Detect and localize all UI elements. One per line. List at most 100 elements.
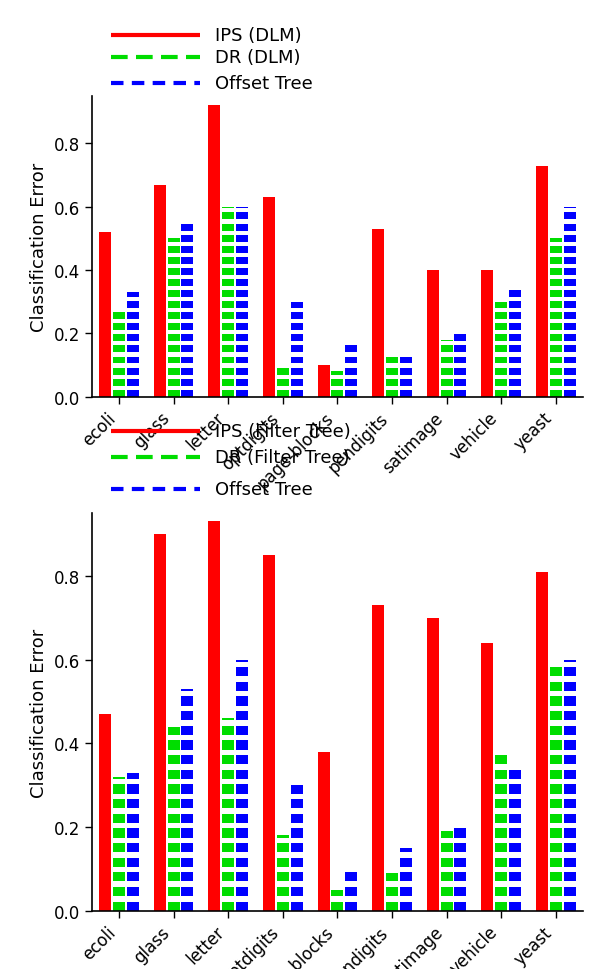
Bar: [113, 379, 125, 387]
Bar: [291, 358, 303, 364]
Bar: [455, 887, 466, 896]
Bar: [318, 752, 330, 911]
Bar: [509, 313, 521, 320]
Bar: [222, 887, 234, 896]
Bar: [168, 799, 179, 808]
Bar: [455, 391, 466, 397]
Bar: [222, 225, 234, 232]
Bar: [113, 777, 125, 779]
Bar: [564, 785, 575, 794]
Bar: [222, 379, 234, 387]
Bar: [182, 887, 194, 896]
Bar: [345, 872, 357, 882]
Bar: [496, 358, 507, 364]
Bar: [496, 335, 507, 342]
Text: IPS (Filter Tree): IPS (Filter Tree): [215, 422, 350, 441]
Bar: [550, 711, 562, 721]
Bar: [386, 873, 398, 882]
Text: Offset Tree: Offset Tree: [215, 75, 313, 93]
Bar: [277, 902, 289, 911]
Bar: [291, 346, 303, 353]
Bar: [291, 858, 303, 867]
Bar: [291, 379, 303, 387]
Bar: [496, 785, 507, 794]
Bar: [182, 689, 194, 691]
Bar: [127, 358, 139, 364]
Bar: [386, 902, 398, 911]
Bar: [400, 379, 412, 387]
Bar: [236, 682, 248, 691]
Bar: [291, 324, 303, 330]
Bar: [182, 755, 194, 765]
Bar: [263, 555, 275, 911]
Text: IPS (DLM): IPS (DLM): [215, 27, 301, 46]
Bar: [550, 682, 562, 691]
Bar: [564, 711, 575, 721]
Bar: [386, 368, 398, 375]
Bar: [182, 711, 194, 721]
Bar: [236, 660, 248, 662]
Bar: [222, 740, 234, 750]
Bar: [236, 887, 248, 896]
Bar: [564, 814, 575, 823]
Bar: [550, 368, 562, 375]
Bar: [127, 391, 139, 397]
Bar: [291, 302, 303, 309]
Bar: [400, 887, 412, 896]
Bar: [236, 828, 248, 837]
Bar: [168, 755, 179, 765]
Bar: [509, 814, 521, 823]
Bar: [222, 213, 234, 220]
Bar: [564, 379, 575, 387]
Bar: [236, 814, 248, 823]
Bar: [550, 313, 562, 320]
Bar: [182, 814, 194, 823]
Bar: [550, 246, 562, 254]
Bar: [455, 843, 466, 853]
Bar: [168, 858, 179, 867]
Bar: [222, 346, 234, 353]
Bar: [168, 828, 179, 837]
Bar: [127, 346, 139, 353]
Bar: [113, 324, 125, 330]
Bar: [509, 358, 521, 364]
Bar: [182, 258, 194, 265]
Bar: [236, 291, 248, 297]
Bar: [263, 198, 275, 397]
Bar: [291, 335, 303, 342]
Bar: [236, 358, 248, 364]
Bar: [236, 335, 248, 342]
Bar: [277, 391, 289, 397]
Bar: [182, 291, 194, 297]
Bar: [345, 887, 357, 896]
Bar: [113, 346, 125, 353]
Bar: [550, 770, 562, 779]
Bar: [236, 697, 248, 706]
Bar: [564, 902, 575, 911]
Bar: [455, 346, 466, 353]
Bar: [291, 902, 303, 911]
Bar: [127, 785, 139, 794]
Bar: [291, 799, 303, 808]
Bar: [564, 682, 575, 691]
Bar: [509, 785, 521, 794]
Bar: [455, 858, 466, 867]
Bar: [332, 890, 343, 896]
Bar: [509, 872, 521, 882]
Bar: [564, 660, 575, 662]
Bar: [222, 235, 234, 242]
Bar: [127, 293, 139, 297]
Bar: [496, 770, 507, 779]
Y-axis label: Classification Error: Classification Error: [30, 163, 48, 331]
Bar: [168, 335, 179, 342]
Bar: [440, 358, 453, 364]
Bar: [564, 335, 575, 342]
Bar: [496, 391, 507, 397]
Bar: [291, 814, 303, 823]
Bar: [372, 230, 384, 397]
Bar: [564, 843, 575, 853]
Bar: [564, 668, 575, 676]
Bar: [222, 358, 234, 364]
Bar: [564, 225, 575, 232]
Bar: [509, 770, 521, 779]
